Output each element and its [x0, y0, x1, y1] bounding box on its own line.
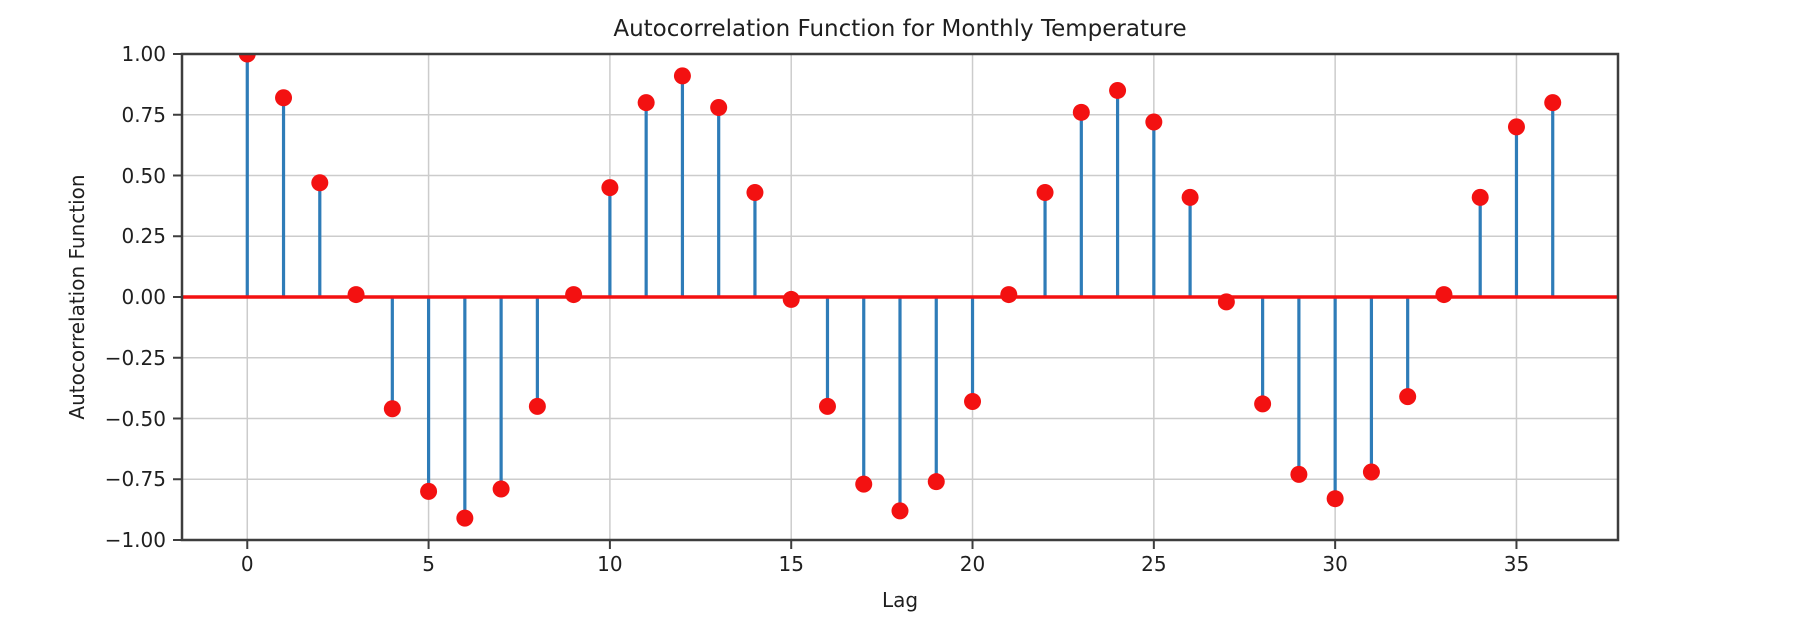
stem-marker	[383, 400, 401, 418]
x-tick-label: 10	[597, 552, 623, 576]
x-tick-label: 25	[1141, 552, 1167, 576]
y-tick-label: 0.75	[121, 102, 166, 127]
stem-marker	[964, 392, 982, 410]
y-tick-label: −0.75	[104, 467, 166, 492]
stem-marker	[1290, 465, 1308, 483]
stem-marker	[746, 184, 764, 202]
stem-marker	[565, 286, 583, 304]
x-tick-label: 20	[959, 552, 986, 576]
stem-marker	[601, 179, 619, 197]
stem-marker	[673, 67, 691, 85]
stem-marker	[420, 482, 438, 500]
x-tick-label: 30	[1322, 552, 1348, 576]
y-tick-label: 0.00	[121, 285, 166, 309]
stem-marker	[710, 98, 728, 116]
stem-marker	[1217, 293, 1235, 311]
x-axis-label: Lag	[881, 588, 919, 612]
stem-marker	[927, 473, 945, 491]
stem-marker	[347, 286, 365, 304]
stem-marker	[782, 290, 800, 308]
y-tick-label: −1.00	[104, 528, 166, 552]
stem-marker	[1000, 286, 1018, 304]
y-tick-label: −0.25	[104, 345, 166, 370]
stem-marker	[1109, 81, 1127, 99]
stem-marker	[1435, 286, 1453, 304]
stem-marker	[637, 94, 655, 112]
stem-marker	[1362, 463, 1380, 481]
stem-marker	[456, 509, 474, 527]
x-tick-label: 5	[422, 552, 435, 576]
y-tick-label: 1.00	[121, 42, 166, 66]
plot-border	[180, 52, 1620, 542]
chart-title: Autocorrelation Function for Monthly Tem…	[613, 16, 1187, 42]
stem-marker	[492, 480, 510, 498]
stem-marker	[1471, 188, 1489, 206]
y-tick-label: 0.50	[121, 163, 166, 188]
stem-marker	[1507, 118, 1525, 136]
stem-marker	[1145, 113, 1163, 131]
stem-marker	[855, 475, 873, 493]
x-tick-label: 35	[1503, 552, 1530, 576]
stem-marker	[1036, 184, 1054, 202]
stem-marker	[1399, 388, 1417, 406]
stem-marker	[1544, 94, 1562, 112]
stem-marker	[1326, 490, 1344, 508]
x-tick-label: 0	[240, 552, 254, 576]
stem-marker	[275, 89, 293, 107]
stem-marker	[891, 502, 909, 520]
stem-marker	[1181, 188, 1199, 206]
y-tick-label: −0.50	[104, 406, 166, 431]
stem-marker	[238, 54, 256, 63]
stem-marker	[1254, 395, 1272, 413]
stem-marker	[311, 174, 329, 192]
stem-marker	[528, 397, 546, 415]
y-tick-label: 0.25	[121, 224, 166, 249]
stem-marker	[1072, 103, 1090, 121]
x-tick-label: 15	[778, 552, 804, 576]
stem-marker	[818, 397, 836, 415]
